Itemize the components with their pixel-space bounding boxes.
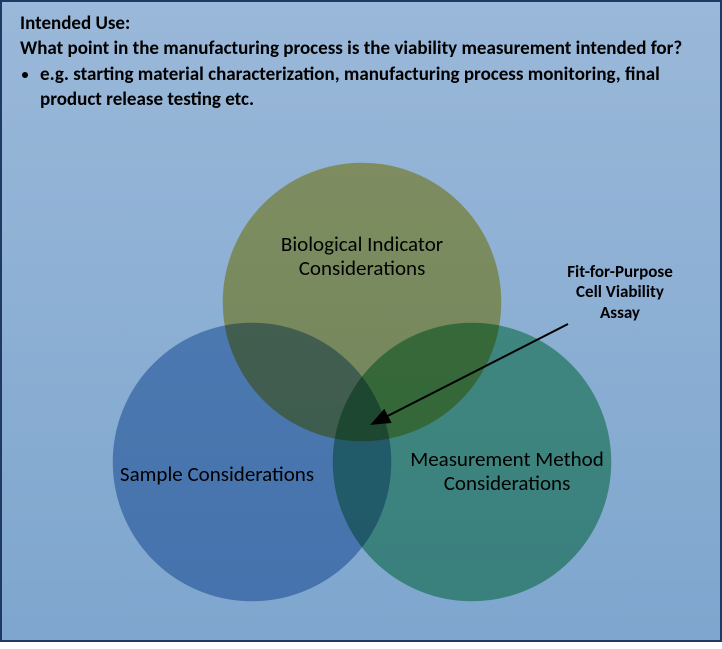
annotation-line-1: Fit-for-Purpose [567,261,673,282]
header-bullets: e.g. starting material characterization,… [40,63,702,112]
annotation-label: Fit-for-Purpose Cell Viability Assay [540,262,700,323]
header-block: Intended Use: What point in the manufact… [2,2,720,117]
annotation-line-2: Cell Viability [576,281,664,302]
circle-right-group [332,322,612,602]
venn-svg [2,152,722,644]
circle-right [332,322,612,602]
diagram-frame: Intended Use: What point in the manufact… [0,0,722,642]
title-line-2: What point in the manufacturing process … [20,37,682,60]
header-bullet-1: e.g. starting material characterization,… [40,63,702,112]
annotation-line-3: Assay [600,302,640,323]
title-line-1: Intended Use: [20,12,130,35]
venn-diagram: Biological Indicator Considerations Samp… [2,152,722,644]
intended-use-title: Intended Use: What point in the manufact… [20,12,702,61]
